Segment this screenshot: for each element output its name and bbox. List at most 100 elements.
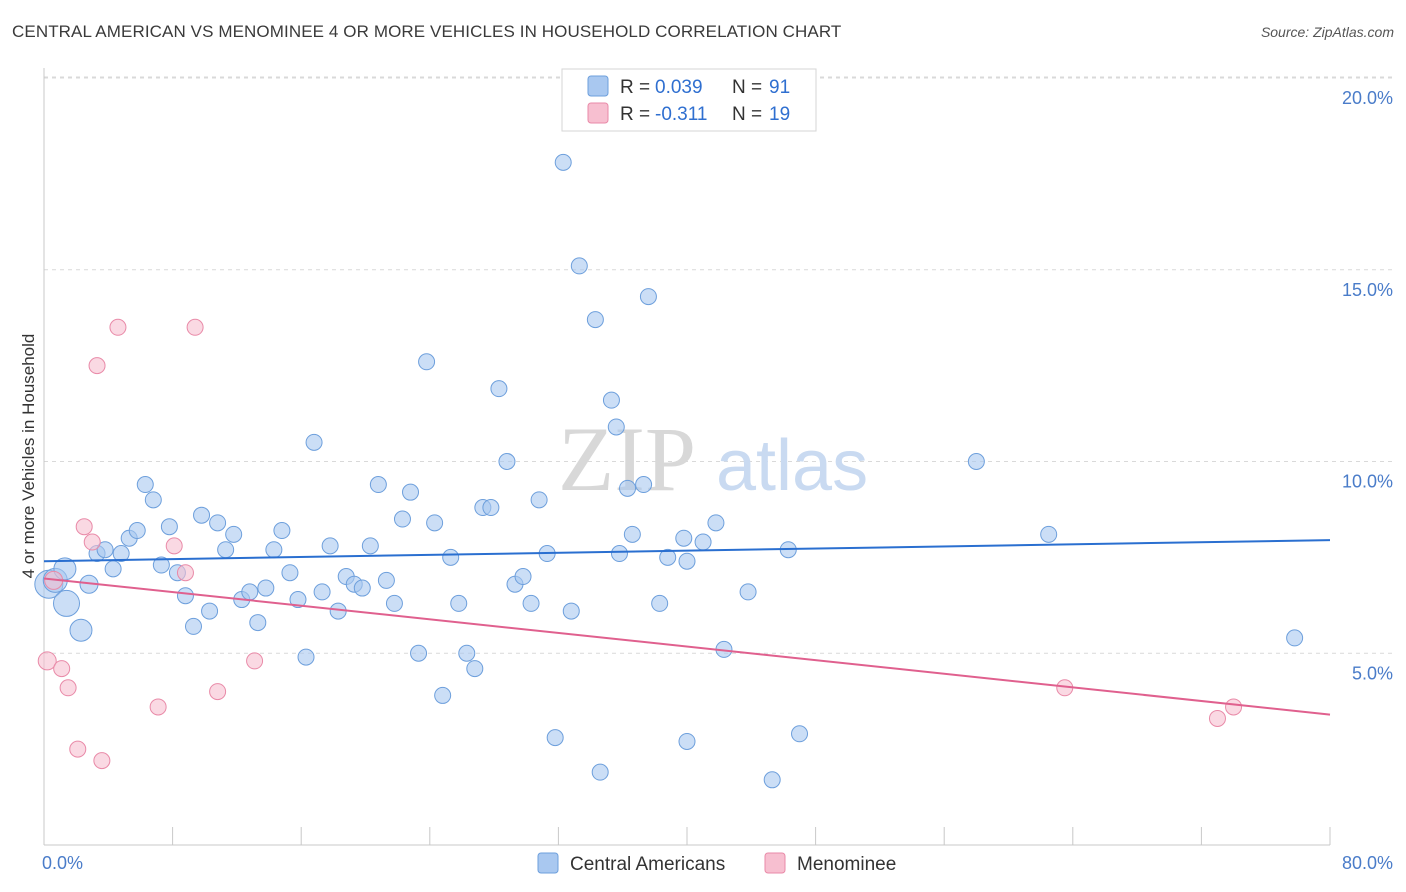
central-americans-point [514,568,532,586]
central-americans-point [651,594,669,612]
central-americans-point [361,537,379,555]
central-americans-point [144,491,162,509]
central-americans-point [498,453,516,470]
central-americans-point [675,529,693,547]
central-americans-point [393,510,411,528]
central-americans-point [434,686,452,704]
menominee-point [37,651,57,671]
central-americans-point [353,579,371,597]
central-americans-point [289,591,307,609]
central-americans-point [128,522,146,540]
grid-lines [44,76,1394,654]
legend-r-value: 0.039 [655,77,703,98]
central-americans-point [586,311,604,329]
central-americans-point [152,556,170,574]
menominee-trend-line [43,577,1331,716]
central-americans-point [678,732,696,750]
central-americans-point [570,257,588,275]
central-americans-point [442,548,460,566]
central-americans-point [522,594,540,612]
menominee-point [149,698,167,716]
x-tick-label-max: 80.0% [1342,853,1393,873]
axes [43,68,1331,846]
menominee-point [165,537,183,555]
central-americans-point [265,541,283,559]
source-label: Source: ZipAtlas.com [1260,24,1394,40]
central-americans-point [623,525,641,543]
central-americans-point [305,433,323,451]
central-americans-point [385,594,403,612]
legend-r-label: R = [620,104,650,125]
central-americans-point [313,583,331,601]
central-americans-point [377,571,395,589]
central-americans-point [96,541,114,559]
x-tick-label-min: 0.0% [42,853,83,873]
legend-n-label: N = [732,77,762,98]
menominee-points [37,318,1243,770]
central-americans-point [257,579,275,597]
central-americans-point [402,483,420,501]
menominee-point [93,752,111,770]
central-americans-point [602,391,620,409]
central-americans-point [53,589,81,617]
central-americans-point [635,476,653,494]
menominee-point [1208,709,1226,727]
central-americans-point [426,514,444,532]
central-americans-point [763,771,781,789]
central-americans-point [562,602,580,620]
central-americans-point [217,541,235,559]
central-americans-point [1040,525,1058,543]
legend-r-value: -0.311 [655,104,707,125]
y-tick-label: 15.0% [1342,280,1393,300]
central-americans-point [136,476,154,494]
central-americans-point [1286,629,1304,647]
central-americans-point [607,418,625,436]
central-americans-point [678,552,696,570]
chart-title: CENTRAL AMERICAN VS MENOMINEE 4 OR MORE … [12,22,842,41]
central-americans-point [369,476,387,494]
legend-n-value: 19 [769,104,790,125]
central-americans-point [104,560,122,578]
legend-n-value: 91 [769,77,790,98]
central-americans-point [209,514,227,532]
menominee-point [53,660,71,678]
watermark: ZIP atlas [558,408,868,510]
central-americans-point [659,548,677,566]
central-americans-point [249,614,267,632]
menominee-point [209,683,227,701]
central-americans-point [321,537,339,555]
bottom-legend-label: Menominee [797,854,896,875]
y-tick-labels: 5.0% 10.0% 15.0% 20.0% [1342,88,1393,683]
bottom-legend-swatch-pink [764,852,786,874]
central-americans-point [482,499,500,517]
central-americans-point [184,617,202,635]
menominee-point [176,564,194,582]
bottom-legend-swatch-blue [537,852,559,874]
menominee-point [59,679,77,697]
bottom-legend: Central Americans Menominee [537,852,896,875]
central-americans-point [591,763,609,781]
central-americans-point [410,644,428,662]
trend-lines [43,539,1331,716]
central-americans-point [639,288,657,306]
central-americans-point [967,453,985,470]
central-americans-point [694,533,712,551]
bottom-legend-label: Central Americans [570,854,725,875]
legend-swatch-pink [587,102,609,124]
central-americans-point [450,594,468,612]
central-americans-point [297,648,315,666]
central-americans-point [69,618,93,642]
menominee-point [83,533,101,551]
watermark-atlas: atlas [716,426,868,506]
central-americans-point [418,353,436,371]
central-americans-point [241,583,259,601]
central-americans-point [546,729,564,747]
central-americans-point [458,644,476,662]
y-tick-label: 20.0% [1342,88,1393,108]
legend: R = 0.039 N = 91 R = -0.311 N = 19 [561,68,817,132]
central-americans-point [225,525,243,543]
central-americans-point [554,153,572,171]
central-americans-point [619,479,637,497]
y-tick-label: 5.0% [1352,663,1393,683]
